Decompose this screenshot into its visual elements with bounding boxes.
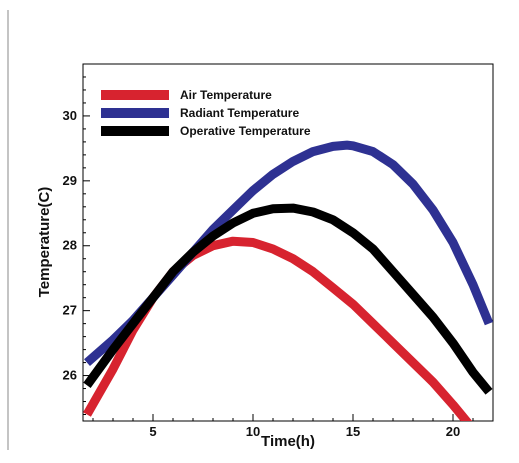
- axes-layer: 5 10 15 20 26 27 28 29 30: [63, 63, 494, 439]
- y-tick-label: 26: [63, 368, 77, 383]
- y-tick-label: 30: [63, 108, 77, 123]
- series-layer: [83, 140, 493, 421]
- legend-label: Radiant Temperature: [180, 106, 299, 120]
- legend-swatch: [101, 126, 169, 136]
- y-axis-title: Temperature(C): [36, 187, 53, 298]
- y-tick-label: 29: [63, 173, 77, 188]
- x-tick-label: 15: [346, 424, 360, 439]
- plot-frame: [82, 63, 494, 422]
- x-tick-label: 10: [246, 424, 260, 439]
- x-tick-label: 20: [446, 424, 460, 439]
- legend: Air Temperature Radiant Temperature Operat…: [101, 88, 311, 138]
- legend-swatch: [101, 108, 169, 118]
- legend-label: Air Temperature: [180, 88, 272, 102]
- series-line-operative-temperature: [83, 203, 493, 395]
- legend-label: Operative Temperature: [180, 124, 311, 138]
- series-line-air-temperature: [83, 236, 473, 421]
- y-tick-label: 27: [63, 303, 77, 318]
- x-tick-label: 5: [149, 424, 156, 439]
- x-axis-title: Time(h): [261, 433, 315, 450]
- y-tick-label: 28: [63, 238, 77, 253]
- legend-swatch: [101, 90, 169, 100]
